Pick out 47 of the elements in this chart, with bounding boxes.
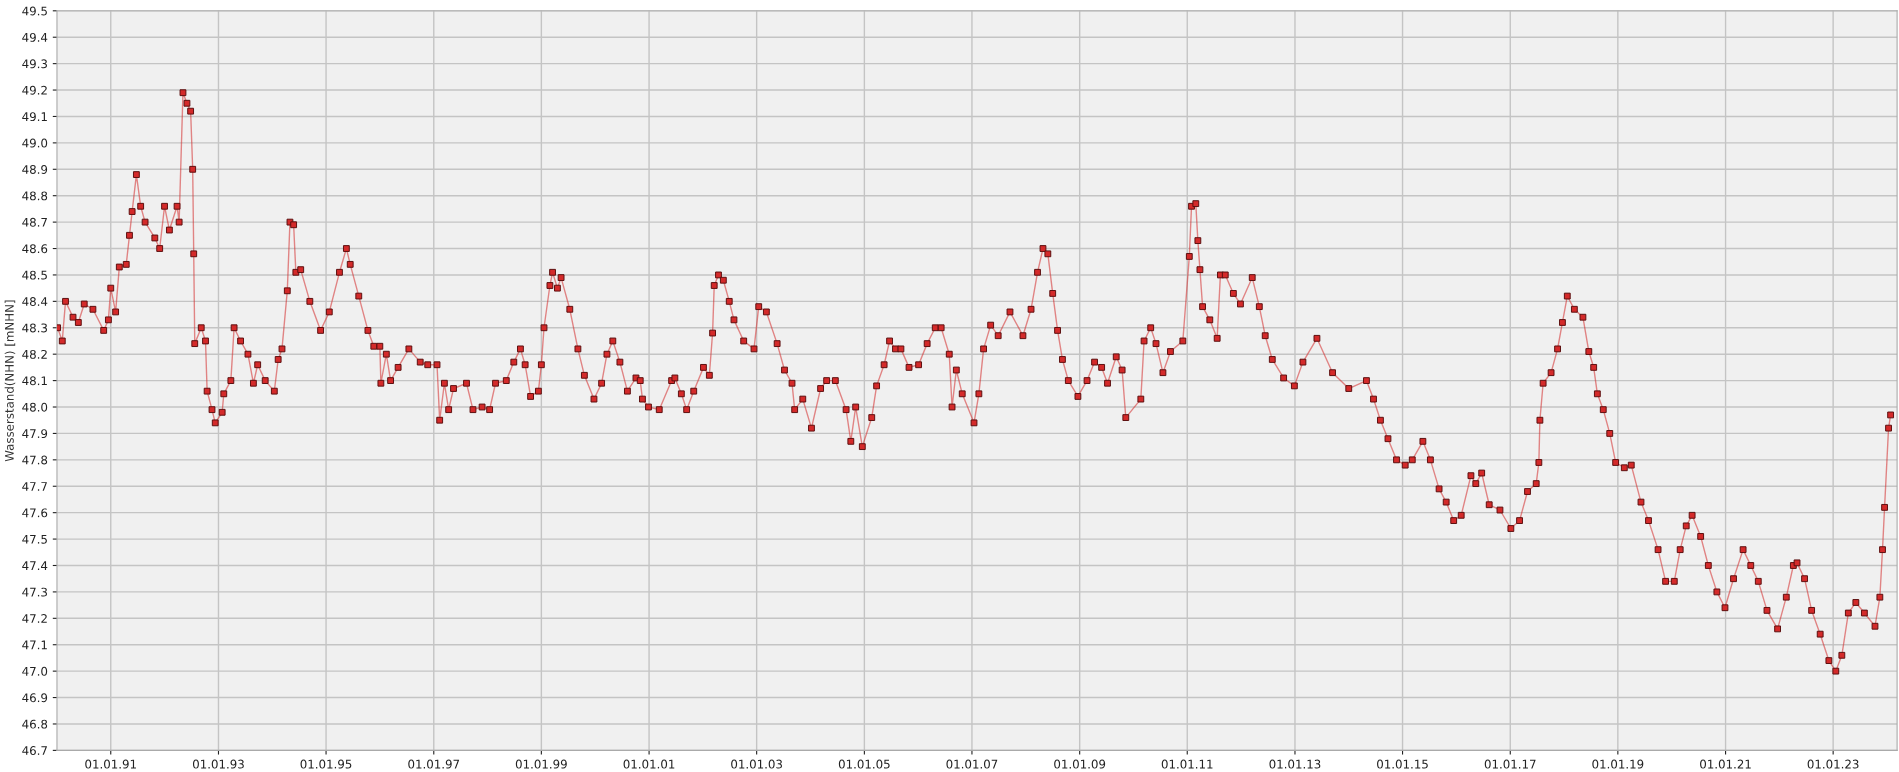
y-tick-label: 49.4	[22, 32, 48, 42]
x-tick-label: 01.01.09	[1054, 759, 1106, 769]
y-tick-label: 48.3	[22, 323, 47, 333]
y-tick-label: 49.5	[22, 6, 47, 16]
y-tick-label: 47.4	[22, 561, 48, 570]
x-tick-label: 01.01.15	[1377, 759, 1428, 769]
x-tick-label: 01.01.05	[838, 759, 890, 769]
x-tick-label: 01.01.23	[1807, 759, 1859, 769]
x-tick-label: 01.01.93	[192, 759, 244, 769]
y-tick-label: 48.9	[22, 165, 48, 174]
y-tick-label: 48.7	[22, 217, 47, 227]
x-tick-label: 01.01.95	[300, 759, 352, 769]
x-tick-label: 01.01.17	[1484, 759, 1536, 769]
x-tick-label: 01.01.01	[623, 759, 675, 769]
y-tick-label: 48.0	[22, 402, 48, 412]
y-tick-label: 47.9	[22, 429, 48, 439]
y-tick-label: 49.2	[22, 85, 47, 95]
y-tick-label: 46.9	[22, 693, 48, 703]
y-tick-label: 47.6	[22, 508, 48, 518]
y-tick-label: 47.3	[22, 587, 47, 597]
y-tick-label: 46.7	[22, 746, 47, 756]
y-axis-title: Wasserstand(NHN) [mNHN]	[4, 300, 16, 462]
x-tick-label: 01.01.03	[731, 759, 782, 769]
y-tick-label: 49.0	[22, 138, 48, 148]
x-tick-label: 01.01.07	[946, 759, 998, 769]
y-tick-label: 47.1	[22, 640, 47, 650]
x-tick-label: 01.01.19	[1592, 759, 1644, 769]
y-tick-label: 48.8	[22, 191, 48, 201]
x-tick-label: 01.01.99	[515, 759, 567, 769]
y-tick-label: 48.6	[22, 244, 48, 254]
y-tick-label: 48.4	[22, 297, 48, 307]
x-tick-label: 01.01.91	[85, 759, 136, 769]
y-tick-label: 48.2	[22, 349, 47, 359]
y-tick-label: 47.2	[22, 614, 47, 623]
y-tick-label: 47.5	[22, 534, 47, 544]
x-tick-label: 01.01.21	[1700, 759, 1751, 769]
y-tick-label: 47.0	[22, 666, 48, 676]
y-tick-label: 48.1	[22, 376, 47, 386]
x-tick-label: 01.01.13	[1269, 759, 1321, 769]
y-tick-label: 47.8	[22, 455, 48, 465]
y-tick-label: 47.7	[22, 482, 47, 491]
y-tick-label: 49.3	[22, 59, 47, 69]
y-tick-label: 48.5	[22, 270, 47, 280]
x-tick-label: 01.01.11	[1161, 759, 1213, 769]
y-tick-label: 49.1	[22, 112, 47, 122]
y-tick-label: 46.8	[22, 719, 48, 729]
x-tick-label: 01.01.97	[408, 759, 460, 769]
